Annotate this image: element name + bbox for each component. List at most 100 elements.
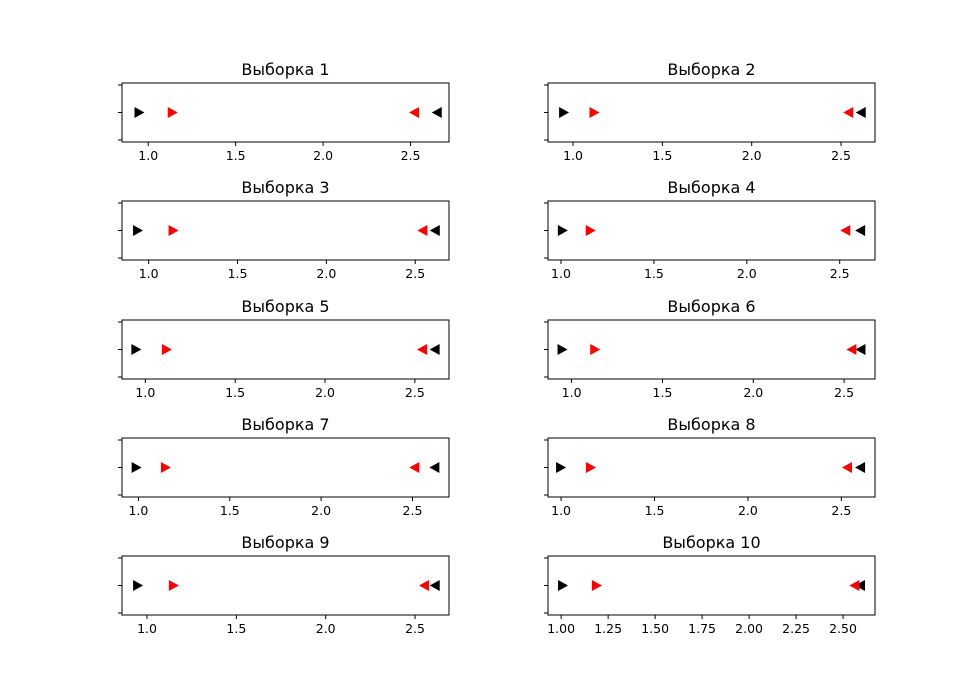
x-tick-label: 2.0 <box>737 266 757 281</box>
subplot-9: Выборка 9 1.0 1.5 2.0 2.5 <box>118 533 450 636</box>
outer-upper-marker <box>429 344 440 355</box>
subplot-3: Выборка 3 1.0 1.5 2.0 2.5 <box>118 178 450 281</box>
x-tick-label: 2.0 <box>311 503 331 518</box>
x-tick-label: 2.00 <box>735 621 763 636</box>
inner-lower-marker <box>168 225 179 236</box>
x-tick-label: 1.0 <box>139 266 159 281</box>
x-tick-label: 2.5 <box>834 385 854 400</box>
x-tick-label: 1.0 <box>138 148 158 163</box>
outer-lower-marker <box>558 580 569 591</box>
x-tick-label: 2.5 <box>405 385 425 400</box>
plot-frame <box>547 82 876 143</box>
subplot-10: Выборка 10 1.00 1.25 1.50 1.75 2.00 2.25 2.50 <box>544 533 876 636</box>
x-tick-label: 2.0 <box>743 385 763 400</box>
x-tick-label: 1.5 <box>645 503 665 518</box>
subplot-6: Выборка 6 1.0 1.5 2.0 2.5 <box>544 297 876 400</box>
x-tick-label: 1.25 <box>594 621 622 636</box>
subplot-title: Выборка 6 <box>667 297 755 316</box>
x-tick-label: 1.5 <box>644 266 664 281</box>
outer-lower-marker <box>559 107 570 118</box>
subplot-8: Выборка 8 1.0 1.5 2.0 2.5 <box>544 415 876 518</box>
subplot-title: Выборка 5 <box>241 297 329 316</box>
x-tick-label: 2.5 <box>831 148 851 163</box>
x-tick-label: 1.5 <box>225 385 245 400</box>
outer-upper-marker <box>855 225 866 236</box>
inner-lower-marker <box>589 107 600 118</box>
inner-lower-marker <box>591 580 602 591</box>
outer-lower-marker <box>557 225 568 236</box>
inner-upper-marker <box>409 462 420 473</box>
x-tick-label: 2.0 <box>738 503 758 518</box>
subplot-title: Выборка 9 <box>241 533 329 552</box>
inner-upper-marker <box>849 580 860 591</box>
x-tick-label: 1.0 <box>128 503 148 518</box>
inner-upper-marker <box>846 344 857 355</box>
x-tick-label: 1.0 <box>135 385 155 400</box>
outer-upper-marker <box>855 107 866 118</box>
x-tick-label: 1.50 <box>641 621 669 636</box>
inner-lower-marker <box>160 462 171 473</box>
x-tick-label: 2.0 <box>316 266 336 281</box>
x-tick-label: 1.5 <box>652 148 672 163</box>
x-tick-label: 1.0 <box>137 621 157 636</box>
inner-lower-marker <box>590 344 601 355</box>
x-tick-label: 1.5 <box>226 621 246 636</box>
x-tick-label: 2.25 <box>782 621 810 636</box>
x-tick-label: 1.5 <box>220 503 240 518</box>
x-tick-label: 1.0 <box>551 503 571 518</box>
inner-lower-marker <box>168 580 179 591</box>
outer-lower-marker <box>556 462 567 473</box>
inner-upper-marker <box>417 344 428 355</box>
outer-lower-marker <box>134 107 145 118</box>
inner-upper-marker <box>418 580 429 591</box>
subplot-5: Выборка 5 1.0 1.5 2.0 2.5 <box>118 297 450 400</box>
inner-upper-marker <box>417 225 428 236</box>
subplot-title: Выборка 7 <box>241 415 329 434</box>
x-tick-label: 2.5 <box>830 266 850 281</box>
outer-upper-marker <box>855 462 866 473</box>
x-tick-label: 2.5 <box>403 503 423 518</box>
x-tick-label: 2.0 <box>316 621 336 636</box>
subplot-1: Выборка 1 1.0 1.5 2.0 2.5 <box>118 60 450 163</box>
outer-upper-marker <box>429 462 440 473</box>
inner-lower-marker <box>585 462 596 473</box>
subplot-4: Выборка 4 1.0 1.5 2.0 2.5 <box>544 178 876 281</box>
subplot-2: Выборка 2 1.0 1.5 2.0 2.5 <box>544 60 876 163</box>
inner-upper-marker <box>843 107 854 118</box>
outer-upper-marker <box>854 580 865 591</box>
subplot-title: Выборка 4 <box>667 178 755 197</box>
outer-upper-marker <box>429 580 440 591</box>
outer-upper-marker <box>855 344 866 355</box>
subplot-title: Выборка 10 <box>662 533 760 552</box>
x-tick-label: 2.5 <box>401 148 421 163</box>
x-tick-label: 2.0 <box>742 148 762 163</box>
outer-upper-marker <box>431 107 442 118</box>
subplot-title: Выборка 2 <box>667 60 755 79</box>
x-tick-label: 2.0 <box>315 385 335 400</box>
outer-lower-marker <box>132 225 143 236</box>
x-tick-label: 1.5 <box>653 385 673 400</box>
inner-upper-marker <box>409 107 420 118</box>
subplot-title: Выборка 8 <box>667 415 755 434</box>
x-tick-label: 1.75 <box>688 621 716 636</box>
x-tick-label: 1.0 <box>551 266 571 281</box>
inner-upper-marker <box>841 462 852 473</box>
outer-lower-marker <box>131 462 142 473</box>
outer-upper-marker <box>429 225 440 236</box>
x-tick-label: 1.0 <box>562 385 582 400</box>
x-tick-label: 1.5 <box>228 266 248 281</box>
plot-frame <box>121 437 450 498</box>
plot-frame <box>547 200 876 261</box>
subplot-7: Выборка 7 1.0 1.5 2.0 2.5 <box>118 415 450 518</box>
x-tick-label: 2.5 <box>831 503 851 518</box>
inner-lower-marker <box>161 344 172 355</box>
x-tick-label: 1.5 <box>226 148 246 163</box>
outer-lower-marker <box>557 344 568 355</box>
inner-lower-marker <box>585 225 596 236</box>
x-tick-label: 2.50 <box>829 621 857 636</box>
x-tick-label: 1.0 <box>563 148 583 163</box>
subplot-title: Выборка 1 <box>241 60 329 79</box>
plot-frame <box>547 319 876 380</box>
x-tick-label: 2.0 <box>313 148 333 163</box>
